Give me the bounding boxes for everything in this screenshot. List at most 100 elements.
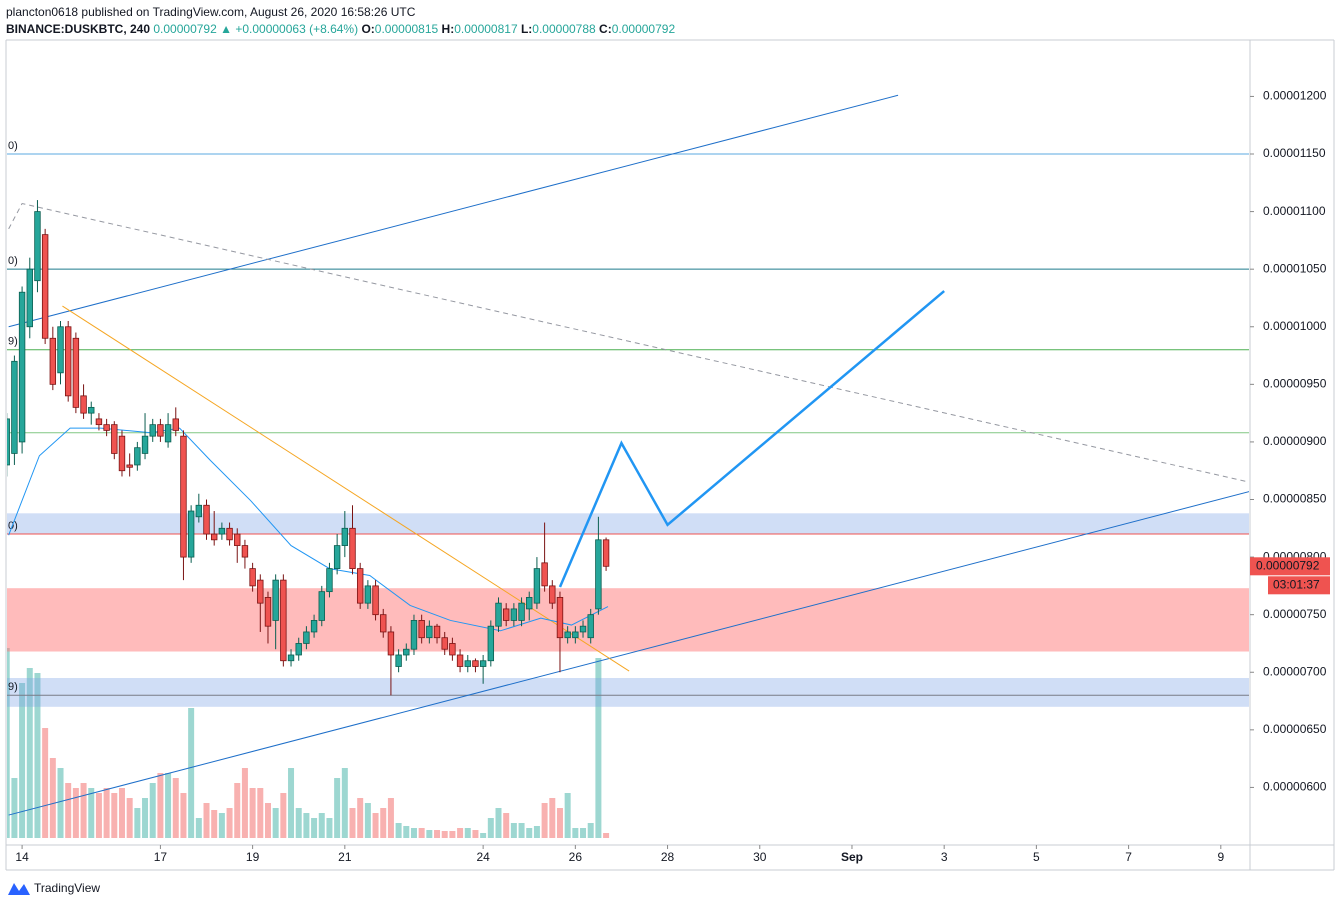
trend-line [8,491,1249,816]
volume-bar [57,768,64,838]
candle-body [595,539,602,610]
candle-body [602,539,610,567]
volume-bar [241,768,248,838]
volume-bar [42,728,49,838]
candle-body [387,631,395,656]
plot: 0) 0) 9) 0) 9) [7,94,1249,838]
last-price-label: 0.00000792 [1256,558,1320,572]
volume-bar [487,818,494,838]
volume-bar [495,808,502,838]
volume-bar [172,778,179,838]
trend-line [8,94,899,328]
volume-bar [410,828,417,838]
trend-line [8,202,1249,483]
candle-body [472,660,479,667]
volume-bar [303,813,310,838]
volume-bar [503,813,510,838]
candle-body [510,608,518,621]
last: 0.00000792 [153,22,217,36]
x-tick-label: Sep [841,850,863,864]
volume-bar [572,828,579,838]
candle-body [395,654,402,667]
y-tick-label: 0.00001150 [1263,146,1326,160]
volume-bar [395,823,402,838]
level-label: 9) [8,681,18,693]
candle-body [456,654,464,667]
candle-body [257,579,264,604]
volume-bar [218,813,225,838]
volume-bar [280,793,287,838]
volume-bar [464,828,471,838]
volume-bar [580,828,587,838]
volume-bar [403,826,410,838]
candle-body [587,614,594,639]
candle-body [272,579,279,621]
volume-bar [26,668,33,838]
volume-bar [72,788,79,838]
volume-bar [34,673,41,838]
volume-bar [518,823,525,838]
volume-bar [203,803,210,838]
volume-bar [541,803,548,838]
y-tick-label: 0.00000900 [1263,434,1327,448]
x-tick-label: 7 [1125,850,1132,864]
volume-bar [295,808,302,838]
candle-body [118,435,126,472]
quote-line: BINANCE:DUSKBTC, 240 0.00000792 ▲ +0.000… [6,21,675,38]
candle-body [364,585,372,604]
volume-bar [603,833,610,838]
brand: TradingView [34,881,100,895]
candle-body [134,447,141,466]
volume-bar [19,683,26,838]
volume-bar [387,798,394,838]
open: 0.00000815 [374,22,439,36]
candle-body [149,424,156,437]
volume-bar [264,803,271,838]
zone [7,678,1249,707]
volume-bar [334,778,341,838]
candle-body [241,545,249,558]
x-tick-label: 24 [476,850,490,864]
candle-body [549,585,556,604]
volume-bar [165,773,172,838]
header: plancton0618 published on TradingView.co… [6,4,675,38]
candle-body [111,424,118,454]
volume-bar [587,823,594,838]
volume-bar [188,708,195,838]
candle-body [203,504,210,535]
candle-body [464,660,471,667]
candle-body [572,631,579,639]
volume-bar [7,648,10,838]
volume-bar [318,813,325,838]
candle-body [403,648,410,656]
volume-bar [364,803,371,838]
volume-bar [180,793,187,838]
volume-bar [533,826,540,838]
volume-bar [349,808,356,838]
volume-bar [126,798,133,838]
volume-bar [195,818,202,838]
volume-bar [111,793,118,838]
candle-body [88,406,95,414]
candle-body [264,596,272,627]
volume-bar [103,788,110,838]
candle-body [210,533,218,541]
c-label: C: [599,22,612,36]
candle-body [80,395,87,414]
countdown-tag [1268,576,1330,595]
h-label: H: [441,22,455,36]
candle-body [57,326,64,374]
x-tick-label: 14 [15,850,29,864]
volume-bar [426,830,433,838]
candle-body [295,643,302,656]
candle-body [479,660,487,667]
y-tick-label: 0.00001200 [1263,89,1327,103]
close: 0.00000792 [611,22,676,36]
candle-body [564,631,571,639]
candle-body [234,533,241,546]
countdown-label: 03:01:37 [1273,577,1320,591]
candle-body [487,625,495,662]
candle-body [95,418,103,426]
